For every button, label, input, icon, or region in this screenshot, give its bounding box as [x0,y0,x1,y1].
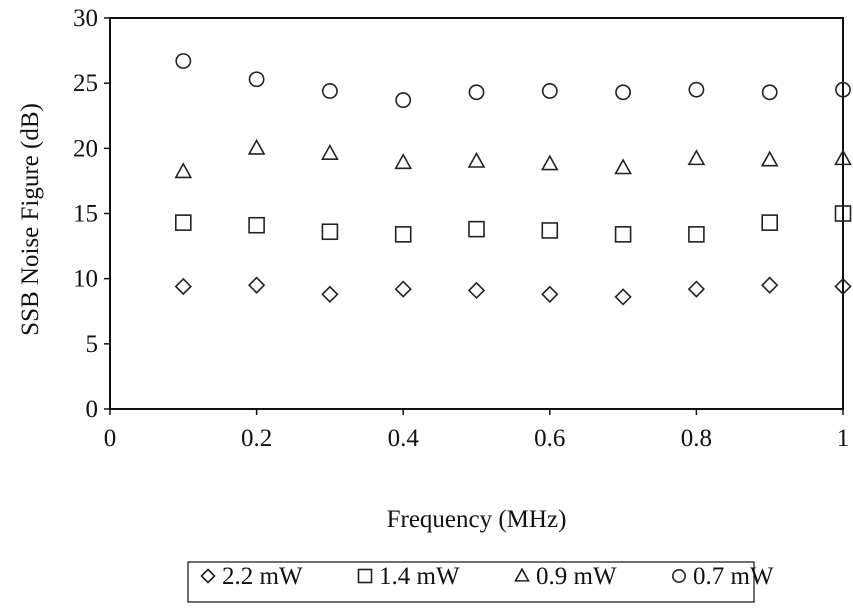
legend-label: 1.4 mW [379,563,460,590]
series-diamond [174,276,852,306]
legend-item: 0.9 mW [514,563,617,590]
data-point-triangle [687,149,706,166]
x-tick-label: 1 [837,425,850,452]
data-point-square [688,226,705,243]
data-point-circle [835,81,851,98]
legend: 2.2 mW 1.4 mW 0.9 mW 0.7 mW [200,563,774,590]
data-point-square [321,223,339,241]
data-point-triangle [174,162,193,179]
x-tick-label: 0.2 [241,425,272,452]
data-point-diamond [687,280,706,298]
x-tick-label: 0.4 [388,425,420,452]
data-point-square [175,214,192,231]
data-point-square [614,226,632,243]
legend-marker-square [357,568,373,584]
data-point-triangle [394,153,413,170]
legend-item: 0.7 mW [672,563,774,590]
data-point-circle [761,84,778,101]
data-point-square [394,226,412,243]
y-tick-label: 10 [73,266,98,293]
y-tick-label: 20 [73,135,98,162]
data-point-diamond [174,277,192,296]
legend-marker-triangle [514,567,530,582]
data-point-diamond [467,281,486,300]
y-axis-title: SSB Noise Figure (dB) [17,103,44,336]
data-point-square [761,214,779,231]
data-point-circle [395,92,412,109]
x-axis-title: Frequency (MHz) [387,506,567,533]
legend-box [187,561,755,603]
series-circle [175,53,851,109]
y-tick-label: 15 [73,201,98,228]
data-point-triangle [321,144,339,160]
y-axis-ticks: 0 5 10 15 20 25 30 [73,5,110,423]
data-point-circle [248,71,265,88]
data-point-circle [321,83,338,99]
data-point-triangle [614,158,632,175]
x-axis-ticks: 0 0.2 0.4 0.6 0.8 1 [104,409,850,452]
legend-marker-diamond [200,568,216,584]
data-point-circle [615,84,632,101]
y-tick-label: 0 [86,396,99,423]
data-point-diamond [394,280,412,298]
legend-item: 1.4 mW [357,563,460,590]
data-point-triangle [760,150,779,167]
legend-marker-circle [672,569,686,583]
data-point-diamond [541,285,559,303]
data-point-circle [175,53,192,69]
y-tick-label: 30 [73,5,98,32]
legend-label: 0.7 mW [693,563,774,590]
data-point-triangle [540,154,559,171]
y-tick-label: 5 [86,331,99,358]
plot-area-frame [109,17,844,410]
data-point-triangle [247,138,266,155]
legend-item: 2.2 mW [200,563,303,590]
y-tick-label: 25 [73,70,98,97]
data-point-circle [541,83,558,99]
legend-label: 0.9 mW [536,563,617,590]
data-point-diamond [834,277,852,296]
data-point-circle [688,81,705,98]
data-point-diamond [761,276,779,294]
data-point-square [834,205,852,222]
data-point-square [248,216,265,234]
data-point-triangle [834,149,852,166]
data-point-diamond [321,285,339,303]
data-point-triangle [467,151,486,168]
x-tick-label: 0.6 [534,425,565,452]
series-square [175,205,852,243]
legend-label: 2.2 mW [222,563,303,590]
data-point-diamond [247,276,266,294]
data-point-diamond [614,288,632,306]
data-point-circle [468,84,485,101]
data-point-square [541,222,559,239]
data-markers [174,53,852,306]
series-triangle [174,138,852,179]
x-tick-label: 0.8 [681,425,712,452]
x-tick-label: 0 [104,425,117,452]
data-point-square [468,220,485,238]
